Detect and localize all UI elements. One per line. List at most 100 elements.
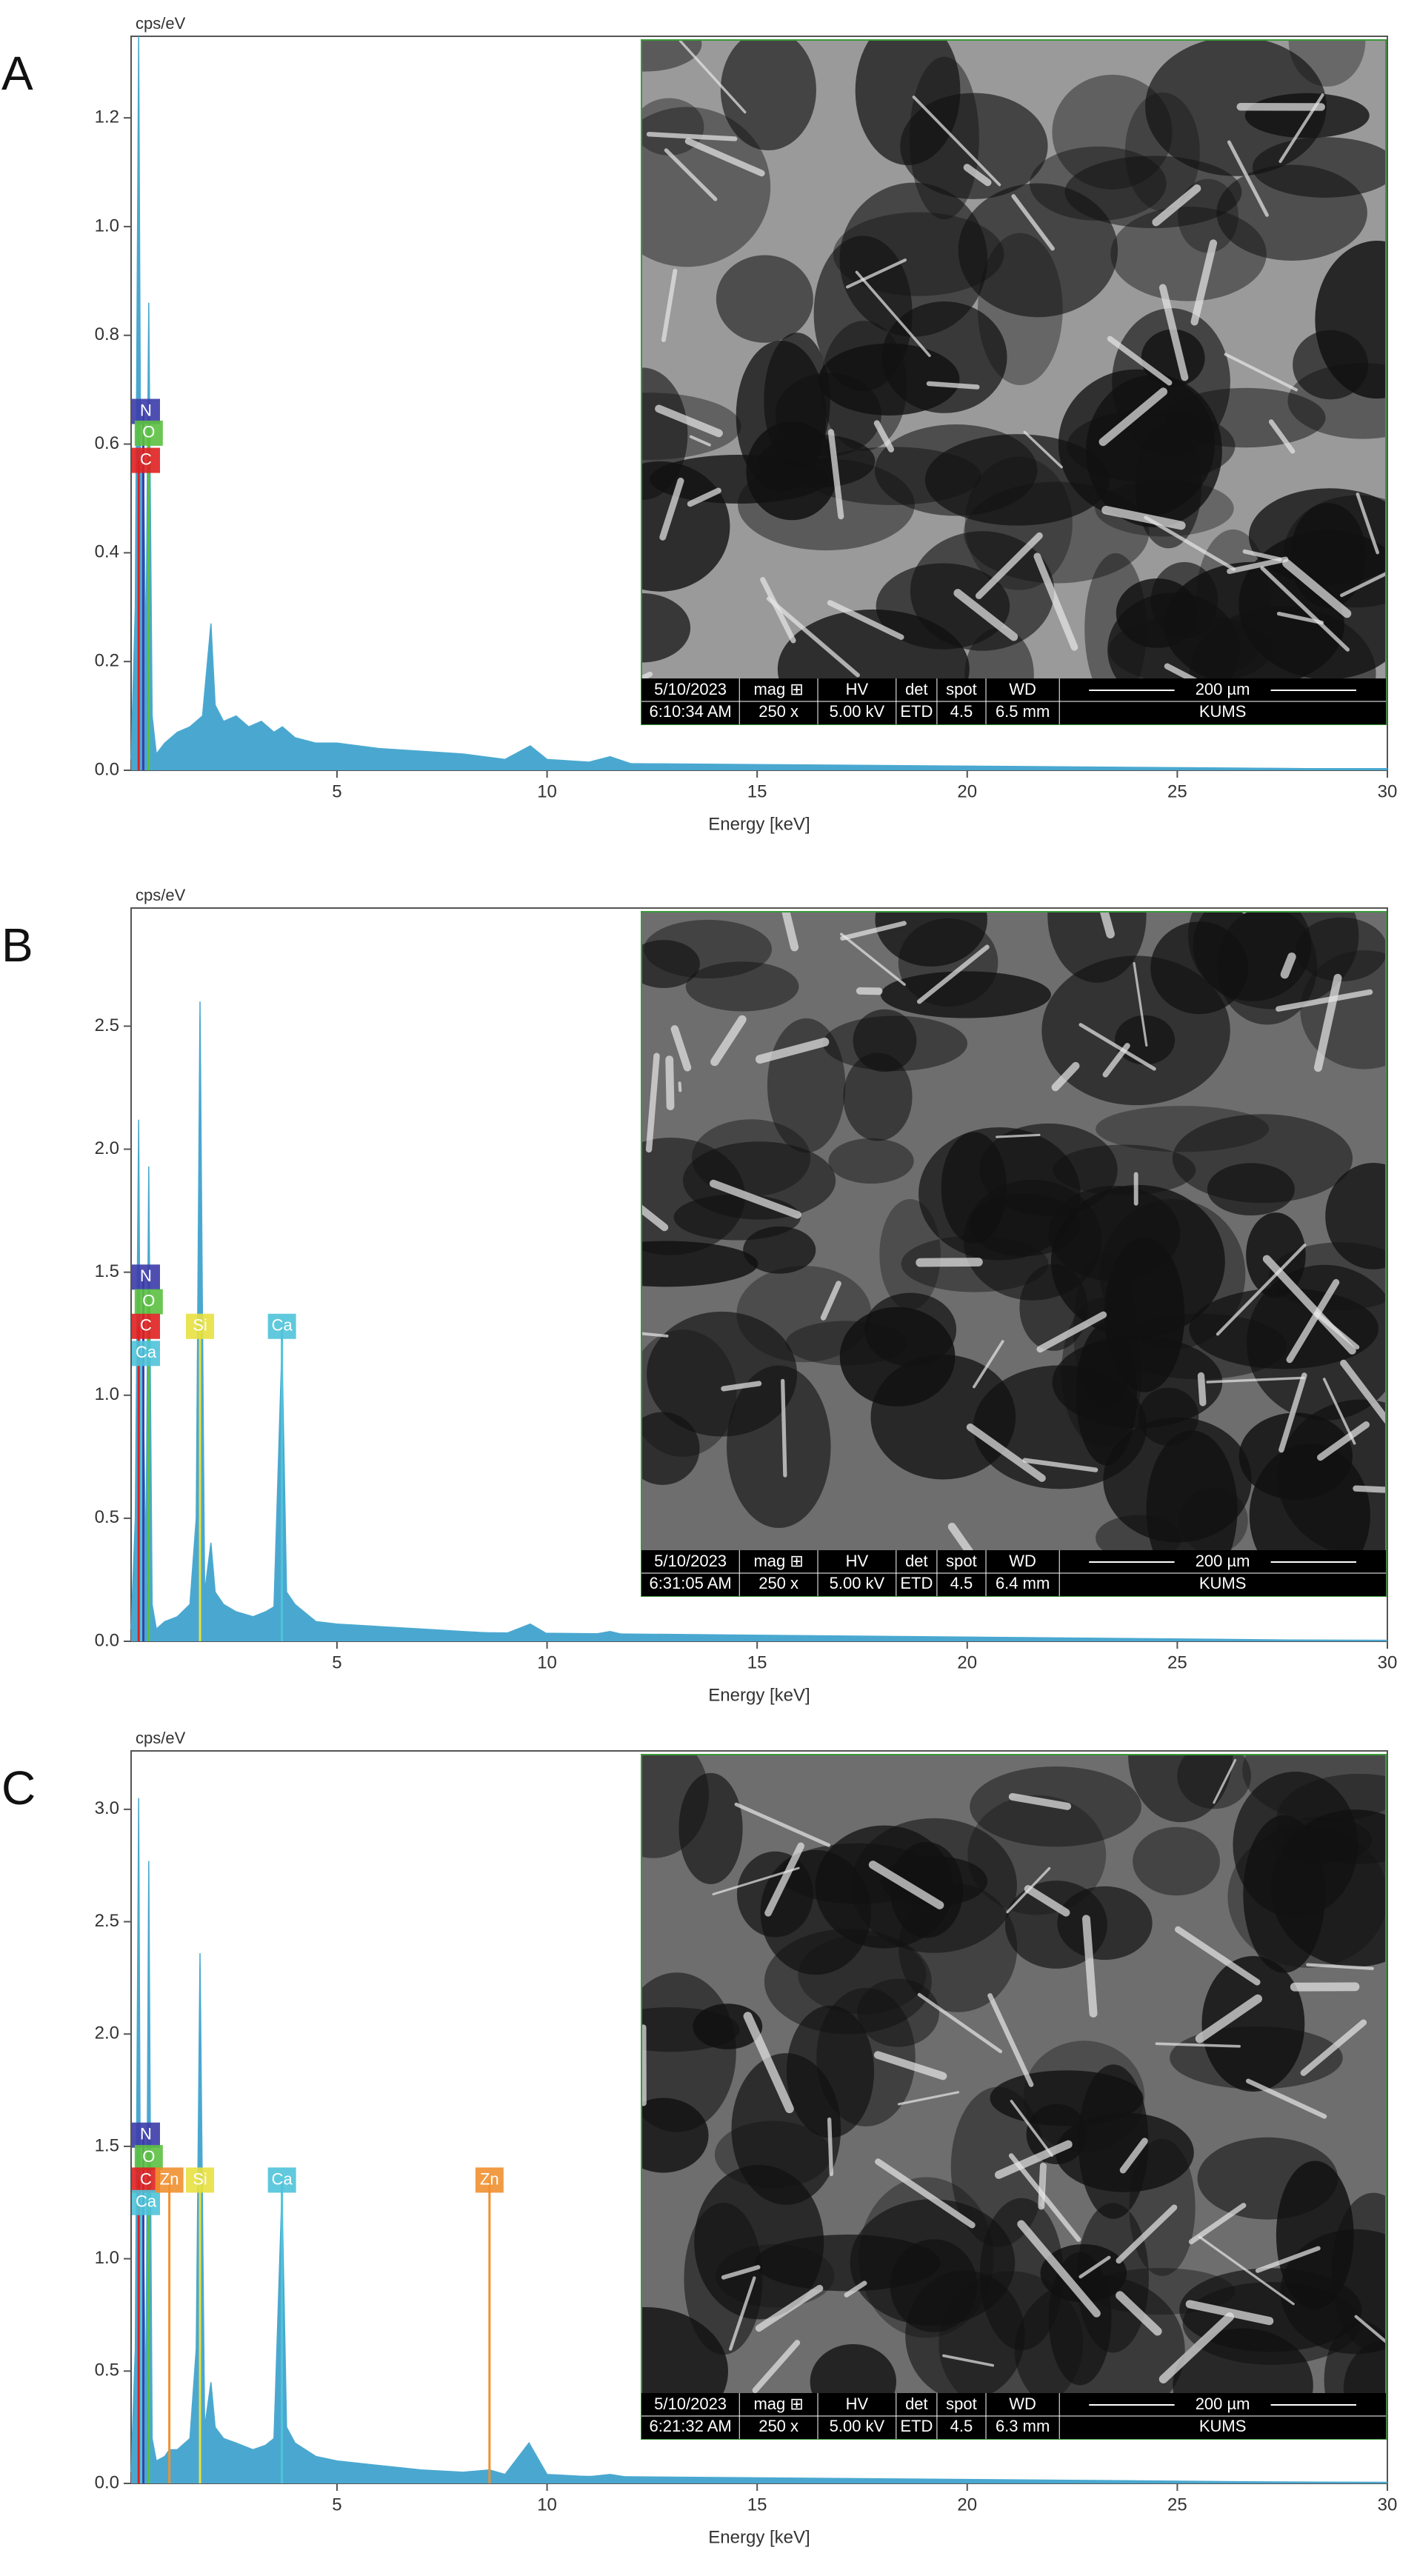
- y-tick-label: 2.0: [95, 2023, 119, 2043]
- info-header: spot: [946, 680, 977, 698]
- sem-wall: [655, 404, 723, 438]
- sem-pore: [973, 1365, 1147, 1489]
- sem-wall: [1011, 194, 1055, 251]
- sem-wall: [1286, 1278, 1340, 1364]
- sem-wall: [1175, 1926, 1261, 1986]
- sem-wall: [1313, 973, 1342, 1072]
- sem-wall: [755, 1037, 830, 1064]
- y-tick-label: 0.2: [95, 651, 119, 671]
- sem-wall: [1188, 2203, 1247, 2245]
- element-label: N: [140, 1267, 152, 1285]
- sem-pore: [641, 2307, 728, 2393]
- element-box: [186, 2167, 215, 2193]
- element-label: Zn: [480, 2169, 499, 2188]
- sem-wall: [646, 132, 738, 141]
- sem-wall: [670, 1025, 692, 1072]
- info-value: 250 x: [758, 1574, 798, 1592]
- sem-wall: [1033, 553, 1078, 651]
- sem-wall: [661, 268, 678, 342]
- sem-pore: [777, 609, 970, 678]
- info-value: ETD: [900, 702, 933, 721]
- sem-wall: [1101, 505, 1186, 530]
- sem-wall: [873, 420, 895, 453]
- info-header: WD: [1009, 680, 1036, 698]
- info-header: spot: [946, 2395, 977, 2413]
- sem-wall: [781, 1378, 787, 1478]
- sem-wall: [689, 435, 711, 447]
- element-box: [132, 1341, 160, 1367]
- sem-wall: [1198, 2235, 1295, 2306]
- element-label: C: [140, 2169, 152, 2188]
- sem-wall: [1213, 1758, 1237, 1804]
- element-box: [132, 2189, 160, 2215]
- sem-wall: [1051, 1061, 1080, 1092]
- element-box: [475, 2167, 504, 2193]
- x-tick-label: 20: [957, 1652, 977, 1672]
- y-tick-label: 0.0: [95, 759, 119, 779]
- x-tick-label: 5: [332, 2495, 341, 2515]
- sem-wall: [1010, 2100, 1053, 2157]
- info-value: 5.00 kV: [830, 2417, 885, 2435]
- element-box: [132, 447, 160, 473]
- sem-pore: [1243, 1815, 1326, 1973]
- element-label: O: [142, 1291, 155, 1309]
- spectrum: [130, 1798, 1388, 2483]
- sem-pore: [641, 2098, 709, 2173]
- info-value: 5.00 kV: [830, 1574, 885, 1592]
- sem-pore: [685, 961, 799, 1012]
- y-tick-label: 0.0: [95, 1630, 119, 1650]
- sem-wall: [963, 164, 992, 187]
- sem-pore: [1170, 2026, 1343, 2089]
- sem-wall: [710, 1015, 747, 1067]
- element-box: [267, 2167, 296, 2193]
- sem-wall: [840, 932, 906, 986]
- sem-wall: [1008, 1792, 1072, 1810]
- sem-wall: [1152, 184, 1201, 227]
- info-header: HV: [846, 680, 869, 698]
- sem-pore: [1096, 1515, 1182, 1550]
- sem-wall: [729, 2276, 756, 2351]
- sem-wall: [1155, 2042, 1241, 2048]
- sem-wall: [664, 148, 718, 201]
- sem-wall: [844, 2280, 867, 2298]
- sem-wall: [975, 532, 1043, 600]
- element-label: Zn: [160, 2169, 179, 2188]
- sem-wall: [1078, 2255, 1111, 2279]
- x-tick-label: 5: [332, 781, 341, 801]
- x-axis-label: Energy [keV]: [708, 814, 810, 834]
- sem-pore: [641, 593, 691, 663]
- sem-pore: [828, 1138, 914, 1184]
- sem-pore: [779, 1843, 936, 1904]
- info-header: det: [905, 2395, 928, 2413]
- sem-pore: [641, 1138, 745, 1255]
- y-tick-label: 0.5: [95, 2360, 119, 2380]
- element-box: [186, 1313, 215, 1339]
- sem-wall: [1023, 430, 1063, 469]
- y-tick-label: 0.4: [95, 542, 119, 562]
- sem-pore: [1128, 1755, 1233, 1823]
- sem-wall: [755, 2284, 824, 2332]
- sem-pore: [1325, 1163, 1386, 1269]
- x-tick-label: 30: [1378, 1652, 1398, 1672]
- sem-pore: [879, 1198, 941, 1310]
- x-tick-label: 30: [1378, 2495, 1398, 2515]
- sem-wall: [827, 429, 844, 520]
- sem-wall: [659, 477, 684, 541]
- sem-image: [641, 40, 1386, 678]
- y-tick-label: 1.0: [95, 2248, 119, 2268]
- sem-wall: [868, 1861, 944, 1909]
- x-tick-label: 30: [1378, 781, 1398, 801]
- sem-wall: [1356, 493, 1379, 555]
- sem-wall: [679, 40, 747, 114]
- y-tick-label: 1.5: [95, 2135, 119, 2155]
- sem-wall: [1116, 2291, 1162, 2336]
- element-label: O: [142, 2147, 155, 2166]
- sem-pore: [641, 940, 700, 988]
- sem-pore: [641, 393, 741, 460]
- sem-wall: [942, 2354, 995, 2367]
- element-label: Ca: [272, 2169, 293, 2188]
- element-label: O: [142, 423, 155, 441]
- sem-wall: [752, 2340, 801, 2393]
- sem-pore: [641, 1412, 700, 1485]
- info-value: 4.5: [950, 1574, 973, 1592]
